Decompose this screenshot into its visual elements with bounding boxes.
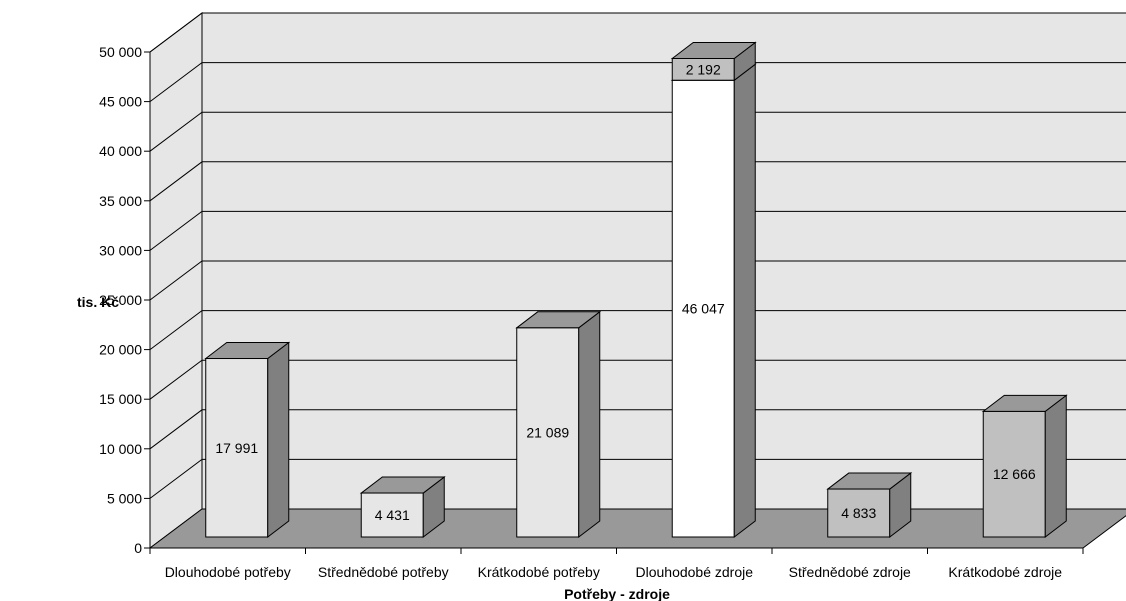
x-tick-label: Dlouhodobé zdroje [635, 564, 753, 580]
y-tick-label: 0 [134, 540, 142, 556]
y-tick-label: 10 000 [99, 441, 142, 457]
gridline [149, 359, 1126, 400]
data-label: 21 089 [526, 424, 569, 440]
gridline [149, 161, 1126, 202]
y-tick-label: 45 000 [99, 94, 142, 110]
bar-5-s0-top [981, 394, 1068, 412]
gridline [149, 260, 1126, 301]
gridlines [149, 12, 1126, 499]
bar-5-s0-side [1044, 394, 1067, 539]
x-axis-title: Potřeby - zdroje [564, 586, 670, 601]
bar-3-s0-side [733, 63, 756, 539]
data-label: 12 666 [993, 466, 1036, 482]
bar-4-s0-top [826, 472, 913, 490]
gridline [149, 409, 1126, 450]
gridline [149, 458, 1126, 499]
bar-0-s0-top [204, 342, 291, 360]
y-tick-label: 25 000 [99, 292, 142, 308]
x-tick-label: Střednědobé potřeby [318, 564, 449, 580]
data-label: 2 192 [686, 61, 721, 77]
y-tick-label: 30 000 [99, 242, 142, 258]
gridline [149, 62, 1126, 102]
y-tick-label: 20 000 [99, 342, 142, 358]
bar-1-s0-front [360, 492, 424, 538]
axes [144, 51, 1084, 554]
bar-2-s0-top [515, 311, 602, 329]
x-tick-label: Krátkodobé potřeby [478, 564, 600, 580]
bar-1-s0-top [359, 476, 446, 494]
bar-3-s1-top [670, 41, 757, 59]
bar-2-s0-front [516, 327, 580, 538]
floor [148, 508, 1126, 549]
bar-3-s0-front [671, 79, 735, 538]
data-label: 4 833 [841, 505, 876, 521]
bars [204, 41, 1068, 539]
y-tick-label: 50 000 [99, 44, 142, 60]
data-label: 17 991 [215, 440, 258, 456]
x-tick-label: Krátkodobé zdroje [948, 564, 1062, 580]
y-tick-label: 15 000 [99, 391, 142, 407]
bar-4-s0-front [827, 488, 891, 538]
x-tick-label: Dlouhodobé potřeby [165, 564, 291, 580]
bar-0-s0-side [267, 341, 290, 539]
bar-2-s0-side [578, 310, 601, 539]
x-tick-label: Střednědobé zdroje [789, 564, 911, 580]
labels: 0 5 000 10 000 15 000 20 000 25 000 30 000 35 0… [99, 44, 1062, 580]
gridline [149, 310, 1126, 351]
data-label: 46 047 [682, 301, 725, 317]
y-tick-label: 35 000 [99, 193, 142, 209]
y-axis-title: tis. Kč [77, 294, 119, 310]
gridline [149, 111, 1126, 152]
gridline [149, 210, 1126, 251]
y-tick-label: 40 000 [99, 143, 142, 159]
chart-walls [148, 12, 1126, 549]
y-tick-label: 5 000 [107, 490, 142, 506]
data-label: 4 431 [375, 507, 410, 523]
gridline [149, 12, 1126, 53]
